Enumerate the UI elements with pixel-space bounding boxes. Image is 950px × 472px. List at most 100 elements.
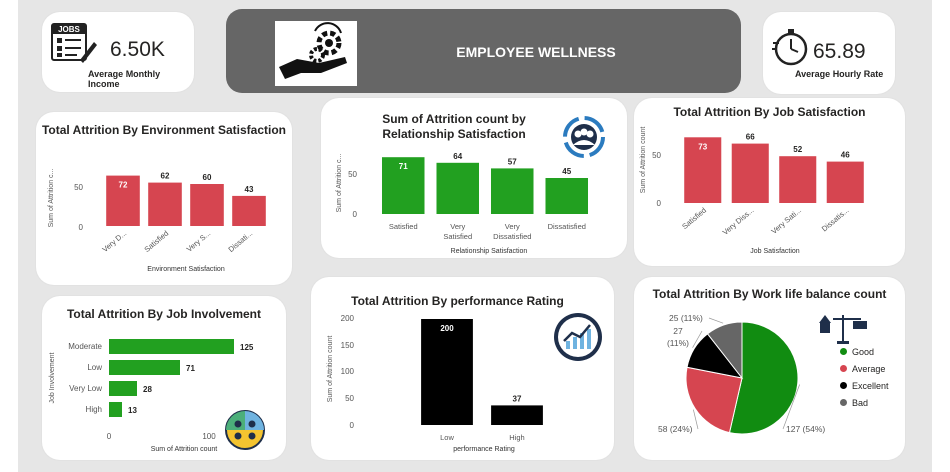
kpi-hourly-card[interactable]: 65.89 Average Hourly Rate (763, 12, 895, 94)
bar[interactable] (684, 137, 722, 203)
env-x-axis-label: Environment Satisfaction (147, 266, 225, 273)
pie-data-label: 58 (24%) (658, 424, 693, 434)
bar-value-label: 28 (143, 385, 152, 394)
bar-value-label: 62 (161, 172, 170, 181)
x-tick-label: Dissatis... (820, 206, 851, 234)
legend-item[interactable]: Bad (840, 395, 889, 412)
kpi-income-card[interactable]: JOBS 6.50K Average Monthly Income (42, 12, 194, 92)
x-tick-label: Dissati... (226, 229, 254, 254)
inv-chart: Job Involvement 125 Moderate 71 Low 28 Very L… (49, 339, 254, 453)
rel-tick-0: 0 (353, 210, 358, 219)
perf-tick-150: 150 (341, 341, 355, 350)
bar-value-label: 57 (508, 157, 517, 166)
pie-leader-line (693, 409, 699, 430)
balance-scale-icon (819, 315, 867, 344)
bar-value-label: 60 (203, 173, 212, 182)
bar[interactable] (421, 319, 473, 425)
bar[interactable] (232, 195, 266, 226)
x-tick-label: Satisfied (443, 232, 472, 241)
legend-item[interactable]: Good (840, 344, 889, 361)
perf-y-axis-label: Sum of Attrition count (327, 336, 334, 403)
perf-tick-200: 200 (341, 314, 355, 323)
job-y-axis-label: Sum of Attrition count (640, 127, 647, 194)
legend-item[interactable]: Average (840, 361, 889, 378)
pie-slice[interactable] (728, 321, 799, 435)
bar-value-label: 66 (746, 133, 755, 142)
wlb-chart-card[interactable]: Total Attrition By Work life balance cou… (634, 277, 905, 460)
pie-slice[interactable] (685, 366, 743, 434)
pie-slice[interactable] (706, 321, 743, 380)
bar-value-label: 13 (128, 406, 137, 415)
bar[interactable] (109, 402, 122, 417)
stopwatch-icon (772, 29, 808, 66)
x-tick-label: Satisfied (680, 206, 708, 231)
people-circle-icon (225, 410, 265, 450)
legend-label: Good (852, 347, 875, 357)
perf-chart-card[interactable]: Total Attrition By performance Rating Su… (311, 277, 614, 460)
legend-item[interactable]: Excellent (840, 378, 889, 395)
bar[interactable] (731, 143, 769, 203)
bar[interactable] (109, 339, 234, 354)
rel-chart-title: Sum of Attrition count by Relationship S… (382, 112, 526, 141)
x-tick-label: Very Sati... (769, 206, 803, 236)
legend-label: Bad (852, 398, 869, 408)
pie-data-label: (11%) (667, 338, 689, 348)
job-chart: Sum of Attrition count 50 0 73 Satisfied 6… (640, 127, 864, 255)
job-tick-0: 0 (657, 199, 662, 208)
bar[interactable] (106, 175, 140, 226)
team-circle-icon (563, 116, 605, 158)
pie-data-label: 25 (11%) (669, 313, 703, 323)
y-tick-label: Very Low (69, 384, 102, 393)
inv-x-axis-label: Sum of Attrition count (151, 446, 218, 453)
jobs-application-icon: JOBS (51, 23, 97, 63)
rel-chart-card[interactable]: Sum of Attrition count by Relationship S… (321, 98, 627, 258)
wlb-chart-title: Total Attrition By Work life balance cou… (652, 287, 887, 301)
bar[interactable] (490, 168, 534, 214)
bar[interactable] (826, 161, 864, 203)
x-tick-label: Satisfied (142, 229, 170, 254)
bar-value-label: 64 (453, 152, 462, 161)
bar-value-label: 72 (119, 181, 128, 190)
bar-value-label: 45 (562, 167, 571, 176)
left-stripe (0, 0, 18, 472)
rel-tick-50: 50 (348, 170, 357, 179)
bar[interactable] (109, 360, 180, 375)
bar[interactable] (190, 184, 224, 226)
bar[interactable] (436, 162, 480, 214)
env-tick-0: 0 (79, 223, 84, 232)
bar[interactable] (779, 156, 817, 203)
kpi-income-value: 6.50K (110, 38, 165, 61)
bar[interactable] (491, 405, 543, 425)
bar[interactable] (109, 381, 137, 396)
hand-gear-icon (279, 22, 347, 79)
legend-label: Excellent (852, 381, 889, 391)
x-tick-label: Satisfied (389, 222, 418, 231)
x-tick-label: Very Diss... (721, 206, 756, 237)
wlb-chart: 127 (54%) 58 (24%) 27 (11%) 25 (11%) (658, 313, 825, 435)
env-chart-card[interactable]: Total Attrition By Environment Satisfact… (36, 112, 292, 285)
job-chart-card[interactable]: Total Attrition By Job Satisfaction Sum … (634, 98, 905, 266)
perf-tick-50: 50 (345, 394, 354, 403)
perf-tick-100: 100 (341, 367, 355, 376)
legend-swatch (840, 399, 847, 406)
kpi-hourly-label: Average Hourly Rate (795, 69, 884, 79)
perf-tick-0: 0 (350, 421, 355, 430)
bar-value-label: 43 (245, 185, 254, 194)
perf-chart: Sum of Attrition count 200 150 100 50 0 … (327, 314, 543, 453)
bar[interactable] (545, 178, 589, 214)
rel-chart: Sum of Attrition c... 50 0 71 Satisfied 64… (336, 152, 589, 255)
job-chart-title: Total Attrition By Job Satisfaction (673, 105, 866, 119)
x-tick-label: Very D... (100, 229, 128, 254)
legend-swatch (840, 348, 847, 355)
bar-value-label: 71 (186, 364, 195, 373)
banner-title: EMPLOYEE WELLNESS (456, 44, 616, 60)
bar[interactable] (381, 157, 425, 214)
wlb-legend: Good Average Excellent Bad (840, 344, 889, 412)
bar[interactable] (148, 182, 182, 226)
svg-text:JOBS: JOBS (58, 25, 80, 34)
bar-value-label: 52 (793, 145, 802, 154)
header-banner: EMPLOYEE WELLNESS (226, 9, 741, 93)
kpi-hourly-value: 65.89 (813, 40, 866, 63)
inv-y-axis-label: Job Involvement (49, 352, 56, 403)
inv-chart-card[interactable]: Total Attrition By Job Involvement Job I… (42, 296, 286, 460)
